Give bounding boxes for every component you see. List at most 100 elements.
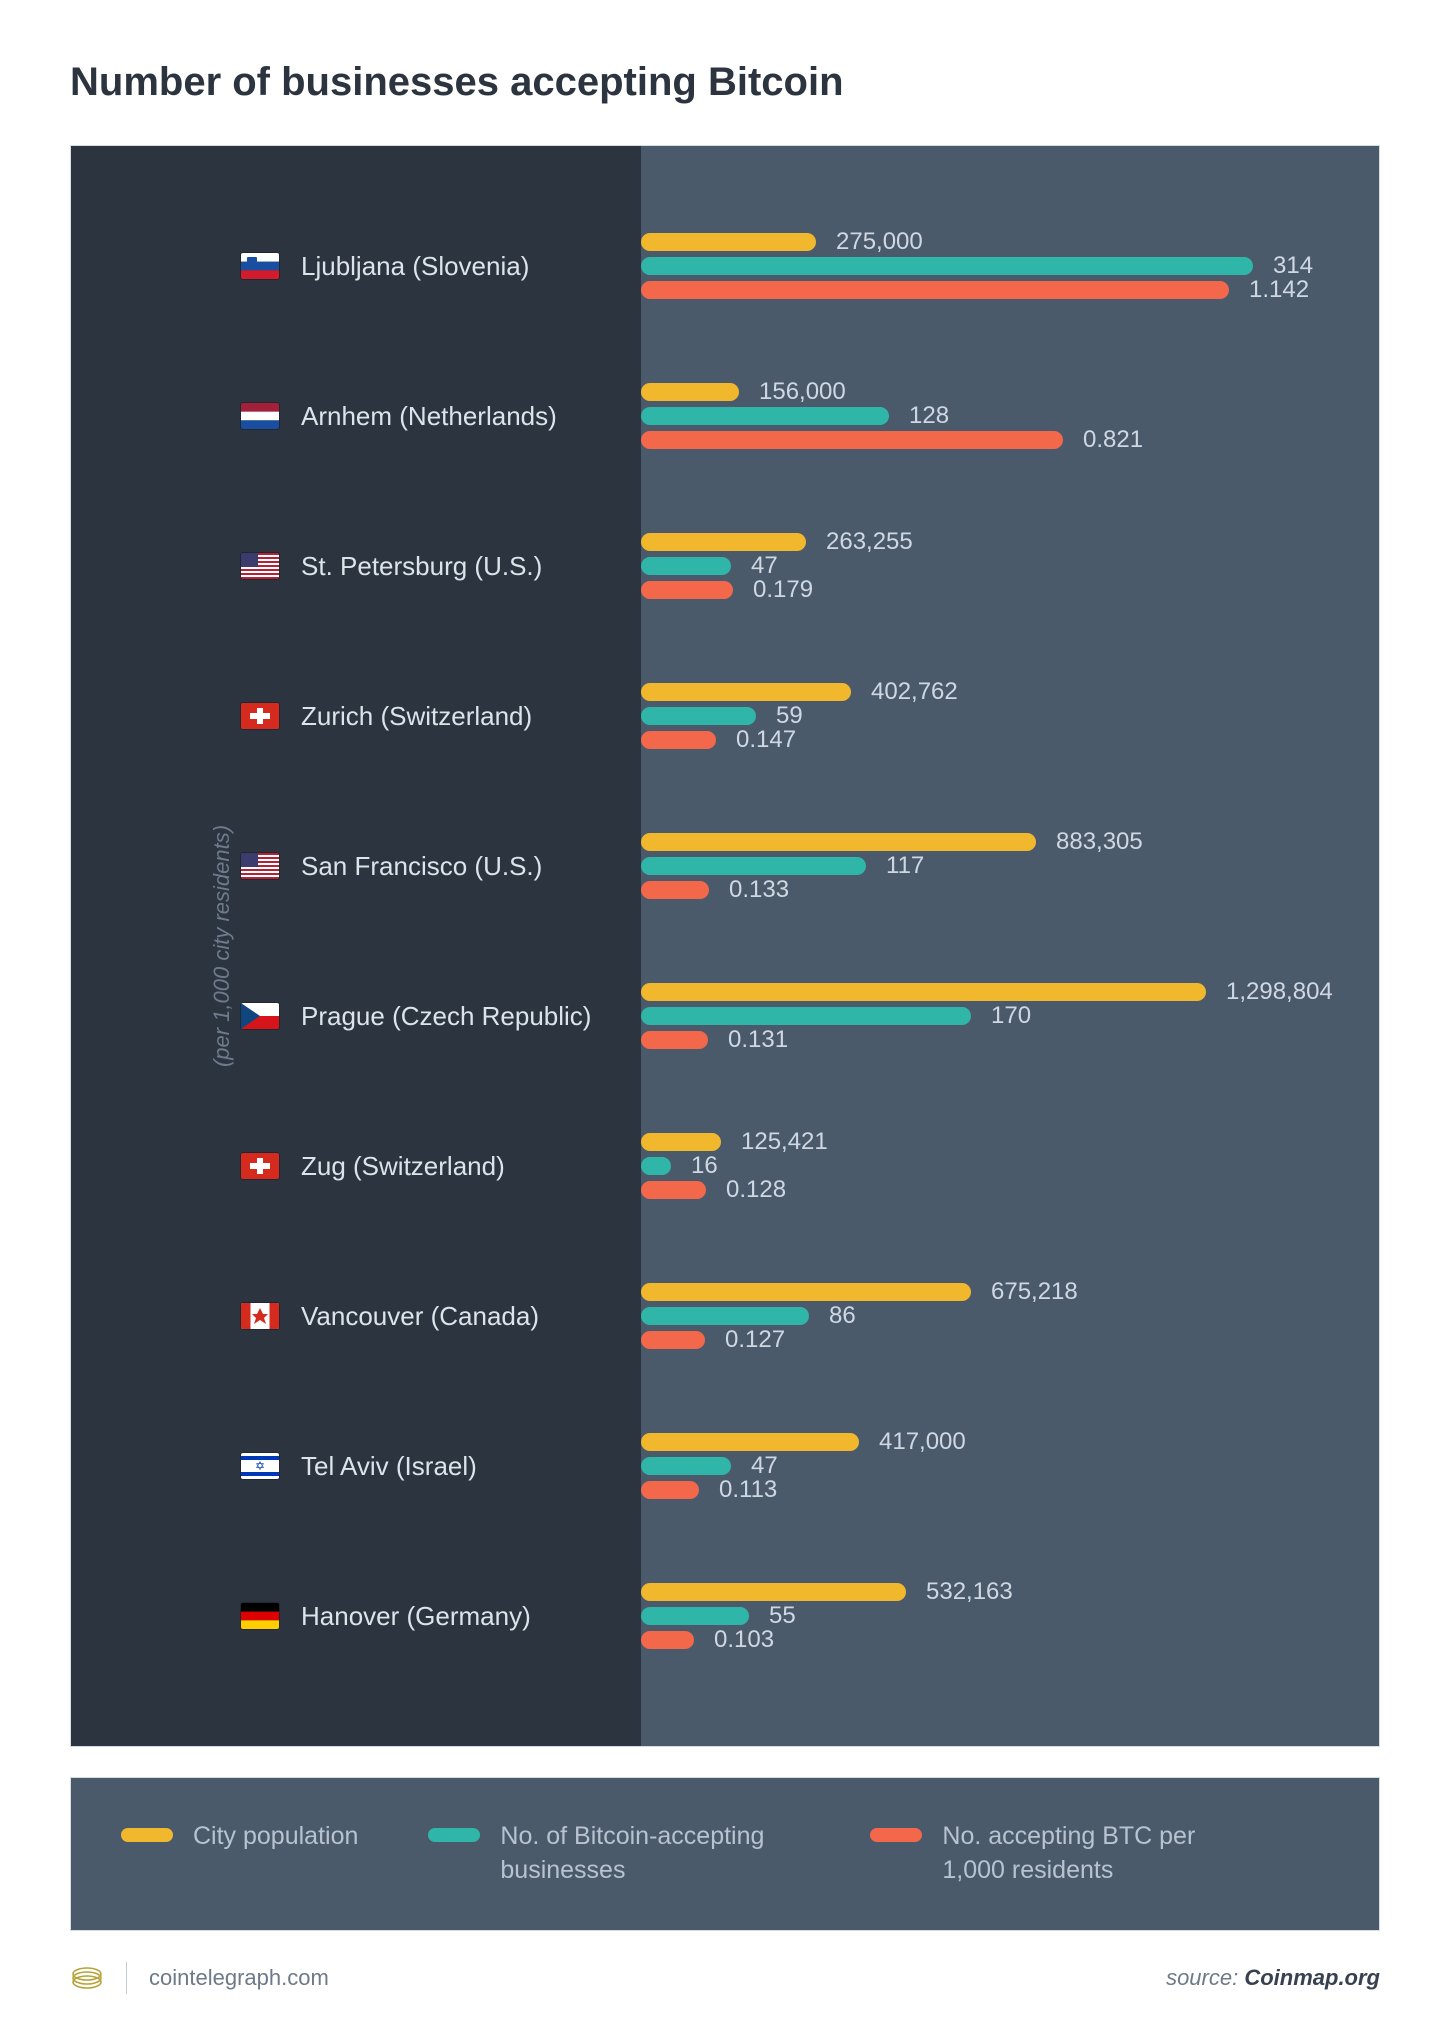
- svg-text:✡: ✡: [255, 1459, 265, 1473]
- population-bar: [641, 833, 1036, 851]
- per1000-bar-wrap: 0.821: [641, 431, 1339, 449]
- per1000-value: 0.133: [729, 876, 789, 904]
- population-value: 1,298,804: [1226, 978, 1333, 1006]
- businesses-value: 16: [691, 1152, 718, 1180]
- city-name: Hanover (Germany): [301, 1601, 531, 1632]
- bars-column: 275,000 314 1.142 156,000 128 0.821 263,…: [641, 146, 1379, 1746]
- businesses-bar-wrap: 314: [641, 257, 1339, 275]
- population-bar: [641, 983, 1206, 1001]
- flag-icon: [241, 1003, 279, 1029]
- per1000-bar-wrap: 0.147: [641, 731, 1339, 749]
- flag-icon: [241, 1603, 279, 1629]
- flag-icon: [241, 1153, 279, 1179]
- bar-group: 417,000 47 0.113: [641, 1391, 1339, 1541]
- population-bar-wrap: 263,255: [641, 533, 1339, 551]
- businesses-bar: [641, 407, 889, 425]
- city-label-row: ✡ Tel Aviv (Israel): [71, 1391, 641, 1541]
- legend-item: City population: [121, 1820, 358, 1854]
- per1000-bar: [641, 731, 716, 749]
- population-value: 125,421: [741, 1128, 828, 1156]
- businesses-bar: [641, 1607, 749, 1625]
- businesses-bar: [641, 857, 866, 875]
- population-bar-wrap: 883,305: [641, 833, 1339, 851]
- city-label-row: Arnhem (Netherlands): [71, 341, 641, 491]
- bar-group: 156,000 128 0.821: [641, 341, 1339, 491]
- legend-label: No. accepting BTC per 1,000 residents: [942, 1820, 1242, 1888]
- per1000-bar-wrap: 0.128: [641, 1181, 1339, 1199]
- businesses-bar-wrap: 170: [641, 1007, 1339, 1025]
- population-bar-wrap: 417,000: [641, 1433, 1339, 1451]
- per1000-bar-wrap: 0.133: [641, 881, 1339, 899]
- city-name: Ljubljana (Slovenia): [301, 251, 529, 282]
- city-label-row: Vancouver (Canada): [71, 1241, 641, 1391]
- city-label-row: San Francisco (U.S.): [71, 791, 641, 941]
- city-name: Tel Aviv (Israel): [301, 1451, 477, 1482]
- population-bar-wrap: 1,298,804: [641, 983, 1339, 1001]
- per1000-value: 0.103: [714, 1626, 774, 1654]
- per1000-bar-wrap: 1.142: [641, 281, 1339, 299]
- businesses-value: 86: [829, 1302, 856, 1330]
- site-name: cointelegraph.com: [149, 1965, 329, 1991]
- businesses-bar: [641, 1457, 731, 1475]
- y-axis-label: (per 1,000 city residents): [209, 825, 235, 1067]
- legend-item: No. of Bitcoin-accepting businesses: [428, 1820, 800, 1888]
- population-value: 275,000: [836, 228, 923, 256]
- per1000-value: 0.821: [1083, 426, 1143, 454]
- flag-icon: ✡: [241, 1453, 279, 1479]
- legend-label: City population: [193, 1820, 358, 1854]
- businesses-value: 128: [909, 402, 949, 430]
- bar-group: 402,762 59 0.147: [641, 641, 1339, 791]
- city-name: Zurich (Switzerland): [301, 701, 532, 732]
- businesses-bar: [641, 1007, 971, 1025]
- population-value: 402,762: [871, 678, 958, 706]
- bar-group: 125,421 16 0.128: [641, 1091, 1339, 1241]
- legend-item: No. accepting BTC per 1,000 residents: [870, 1820, 1242, 1888]
- per1000-bar: [641, 1481, 699, 1499]
- bar-group: 263,255 47 0.179: [641, 491, 1339, 641]
- bar-group: 532,163 55 0.103: [641, 1541, 1339, 1691]
- population-bar-wrap: 532,163: [641, 1583, 1339, 1601]
- per1000-value: 0.128: [726, 1176, 786, 1204]
- per1000-bar: [641, 1031, 708, 1049]
- city-label-row: Prague (Czech Republic): [71, 941, 641, 1091]
- population-bar-wrap: 125,421: [641, 1133, 1339, 1151]
- businesses-bar-wrap: 117: [641, 857, 1339, 875]
- population-bar: [641, 683, 851, 701]
- labels-column: (per 1,000 city residents) Ljubljana (Sl…: [71, 146, 641, 1746]
- bar-group: 883,305 117 0.133: [641, 791, 1339, 941]
- city-label-row: Ljubljana (Slovenia): [71, 191, 641, 341]
- population-bar-wrap: 402,762: [641, 683, 1339, 701]
- businesses-bar-wrap: 47: [641, 557, 1339, 575]
- population-bar-wrap: 675,218: [641, 1283, 1339, 1301]
- population-bar: [641, 383, 739, 401]
- footer: cointelegraph.com source: Coinmap.org: [70, 1961, 1380, 1995]
- population-bar-wrap: 156,000: [641, 383, 1339, 401]
- population-bar: [641, 533, 806, 551]
- bar-group: 675,218 86 0.127: [641, 1241, 1339, 1391]
- bar-group: 275,000 314 1.142: [641, 191, 1339, 341]
- businesses-bar-wrap: 47: [641, 1457, 1339, 1475]
- flag-icon: [241, 853, 279, 879]
- per1000-bar: [641, 1631, 694, 1649]
- businesses-bar-wrap: 16: [641, 1157, 1339, 1175]
- city-label-row: Zug (Switzerland): [71, 1091, 641, 1241]
- per1000-bar: [641, 881, 709, 899]
- flag-icon: [241, 253, 279, 279]
- population-bar: [641, 1433, 859, 1451]
- chart-panel: (per 1,000 city residents) Ljubljana (Sl…: [70, 145, 1380, 1747]
- city-name: Prague (Czech Republic): [301, 1001, 591, 1032]
- flag-icon: [241, 553, 279, 579]
- legend-swatch: [121, 1828, 173, 1842]
- city-name: Vancouver (Canada): [301, 1301, 539, 1332]
- flag-icon: [241, 1303, 279, 1329]
- businesses-bar: [641, 1157, 671, 1175]
- per1000-bar-wrap: 0.113: [641, 1481, 1339, 1499]
- businesses-bar-wrap: 86: [641, 1307, 1339, 1325]
- population-bar: [641, 233, 816, 251]
- population-bar: [641, 1283, 971, 1301]
- city-label-row: Hanover (Germany): [71, 1541, 641, 1691]
- source-line: source: Coinmap.org: [1166, 1965, 1380, 1991]
- per1000-value: 1.142: [1249, 276, 1309, 304]
- bar-group: 1,298,804 170 0.131: [641, 941, 1339, 1091]
- population-value: 532,163: [926, 1578, 1013, 1606]
